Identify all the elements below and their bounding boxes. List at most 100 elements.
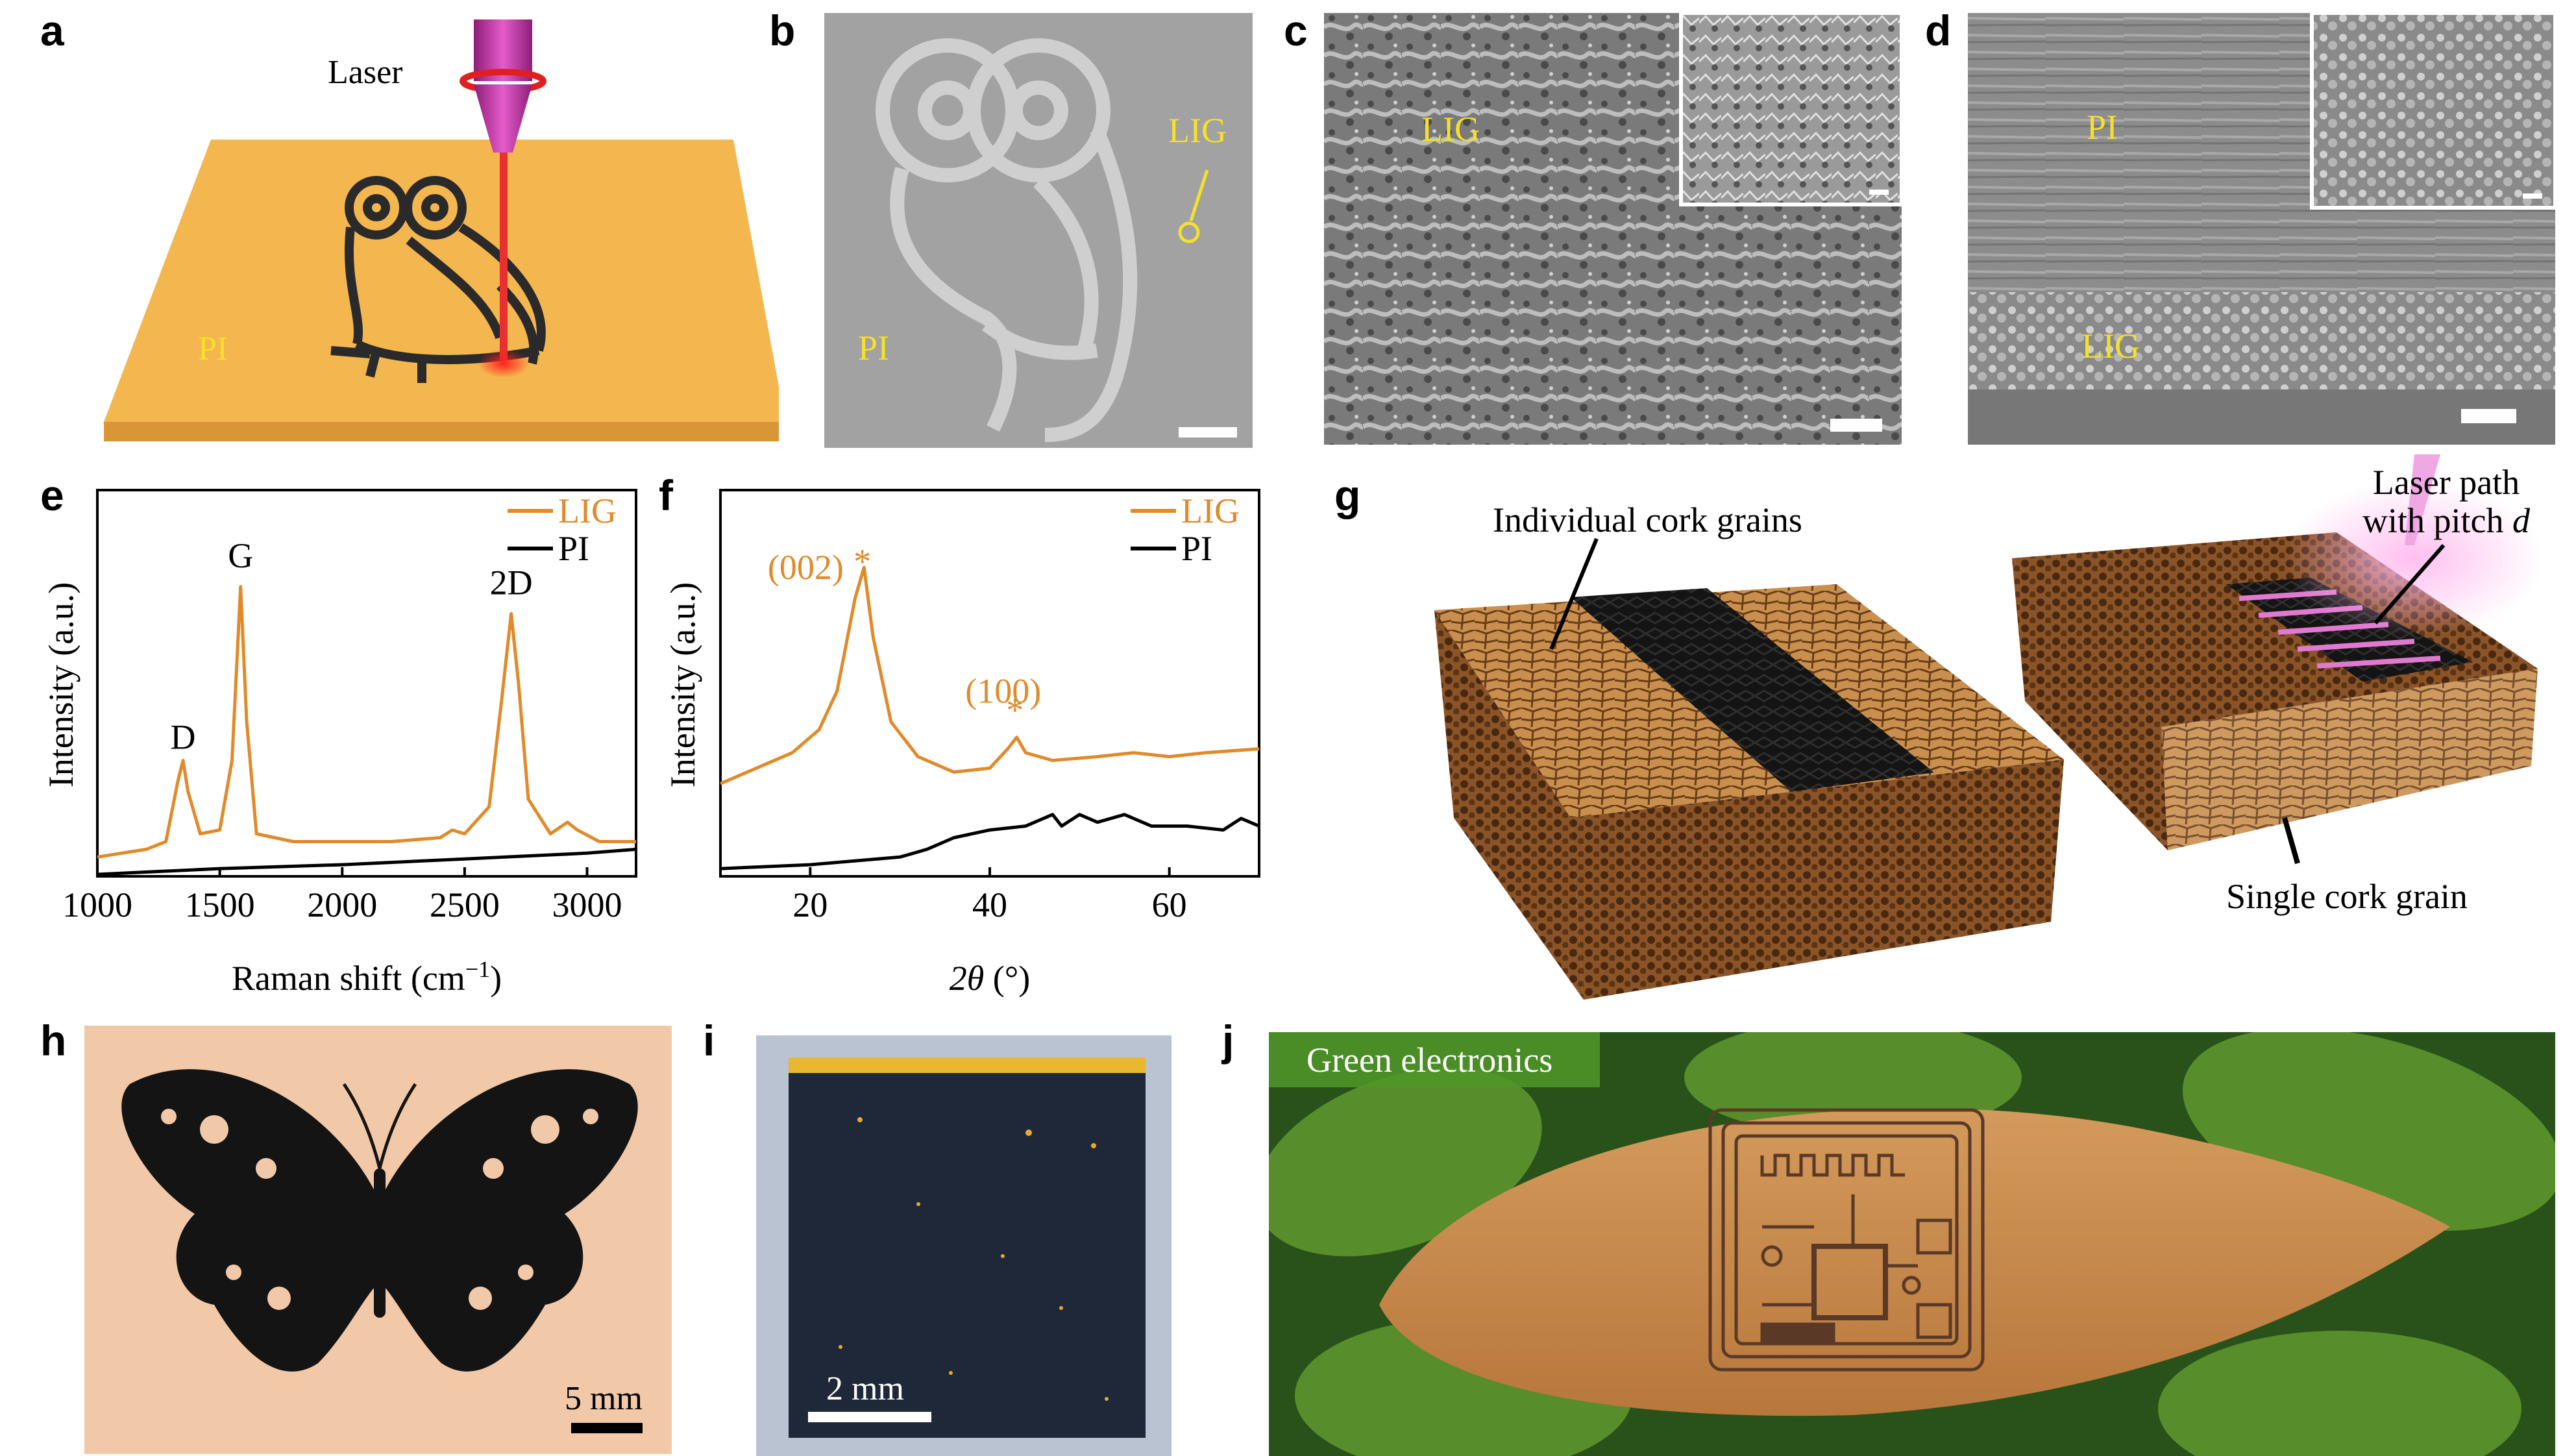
f-series-line-lig xyxy=(720,565,1260,785)
cork-block-left-front xyxy=(1571,759,2064,1000)
f-x-tick-label-1: 40 xyxy=(972,885,1007,924)
e-peak-label-1: G xyxy=(228,536,253,575)
sem-interface-image xyxy=(1968,13,2555,445)
lig-square xyxy=(789,1061,1146,1438)
scale-bar-c xyxy=(1830,419,1882,432)
cork-block-right-front xyxy=(2161,669,2538,850)
panel-j-leaf-photo: Green electronics xyxy=(1269,1032,2555,1456)
scale-bar-h xyxy=(571,1423,643,1433)
laser-beam-g xyxy=(2405,454,2440,545)
f-x-tick-label-0: 20 xyxy=(792,885,828,924)
scale-bar-d xyxy=(2461,409,2516,423)
panel-label-h: h xyxy=(40,1017,67,1065)
panel-c-sem-lig: LIG xyxy=(1324,13,1902,445)
panel-h-butterfly-photo: 5 mm xyxy=(84,1026,672,1454)
panel-label-g: g xyxy=(1334,471,1361,519)
pi-substrate-side xyxy=(104,422,779,441)
panel-e-raman-chart: 1000 1500 2000 2500 3000 D G 2D LIG PI Raman s… xyxy=(0,471,649,1016)
raman-legend: LIG PI xyxy=(508,491,617,568)
green-electronics-title: Green electronics xyxy=(1306,1041,1553,1080)
cork-laser-schematic xyxy=(1434,454,2544,1000)
legend-label-lig-f: LIG xyxy=(1181,491,1240,530)
f-peak-label-0: (002) xyxy=(768,548,844,587)
legend-label-lig: LIG xyxy=(558,491,617,530)
f-peak-label-3: * xyxy=(1006,691,1024,730)
f-x-tick-label-2: 60 xyxy=(1152,885,1187,924)
e-x-tick-label-3: 2500 xyxy=(430,885,500,924)
pi-substrate-label: PI xyxy=(198,330,228,367)
laser-nozzle xyxy=(474,84,532,153)
green-electronics-banner xyxy=(1269,1032,1600,1087)
e-peak-label-2: 2D xyxy=(490,563,533,602)
panel-label-e: e xyxy=(40,471,64,519)
leaf-circuit-image xyxy=(1269,1032,2555,1456)
scale-bar-d-inset xyxy=(2523,193,2542,199)
panel-f-xrd-chart: 20 40 60 (002) * (100) * LIG PI 2θ (°) Intens… xyxy=(649,471,1298,1016)
pi-substrate-top xyxy=(104,140,779,422)
e-peak-label-0: D xyxy=(171,718,196,757)
lig-stripe-left xyxy=(1571,588,1934,792)
label-laser-path-line1: Laser path xyxy=(2372,463,2520,502)
legend-label-pi: PI xyxy=(558,529,589,568)
lig-label-d: LIG xyxy=(2081,327,2140,365)
panel-label-b: b xyxy=(769,6,796,55)
e-x-tick-label-4: 3000 xyxy=(552,885,622,924)
xrd-pattern-chart: 20 40 60 (002) *(100)* LIG PI 2θ (°) Intens… xyxy=(663,489,1260,998)
raman-x-axis-label: Raman shift (cm−1) xyxy=(232,956,502,998)
scale-bar-c-inset xyxy=(1869,190,1889,195)
panel-label-d: d xyxy=(1925,6,1952,55)
leader-single xyxy=(2282,817,2300,865)
e-x-tick-label-2: 2000 xyxy=(307,885,377,924)
lig-label-b: LIG xyxy=(1168,111,1227,150)
printed-circuit xyxy=(1708,1108,1985,1372)
f-peak-label-2: (100) xyxy=(965,671,1041,710)
scale-bar-i xyxy=(808,1412,931,1422)
label-individual-cork-grains: Individual cork grains xyxy=(1493,500,1802,539)
panel-label-i: i xyxy=(703,1017,715,1065)
pi-label-b: PI xyxy=(858,328,890,367)
scale-label-i: 2 mm xyxy=(826,1370,904,1407)
laser-beam xyxy=(500,153,508,360)
panel-b-sem-owl: LIG PI xyxy=(824,13,1253,448)
scale-bar-b xyxy=(1179,427,1237,438)
e-x-tick-label-0: 1000 xyxy=(62,885,132,924)
panel-i-square-photo: 2 mm xyxy=(756,1035,1171,1456)
leader-laser-path xyxy=(2374,544,2446,624)
raman-plot-frame xyxy=(96,489,637,878)
e-series-line-lig xyxy=(97,585,636,859)
lig-label-c: LIG xyxy=(1421,110,1480,149)
legend-label-pi-f: PI xyxy=(1181,529,1212,568)
label-laser-path: Laser path with pitch d xyxy=(2362,463,2530,541)
panel-a-schematic: Laser PI xyxy=(84,13,779,448)
owl-pattern xyxy=(330,176,546,383)
laser-spot xyxy=(478,349,530,378)
xrd-y-axis-label: Intensity (a.u.) xyxy=(663,582,702,787)
e-x-tick-label-1: 1500 xyxy=(185,885,255,924)
sem-owl-image xyxy=(824,13,1253,448)
xrd-x-axis-label: 2θ (°) xyxy=(950,959,1031,998)
sem-lig-image xyxy=(1324,13,1902,445)
panel-d-sem-interface: PI LIG xyxy=(1968,13,2555,445)
f-peak-label-1: * xyxy=(853,542,871,581)
cork-block-left-side xyxy=(1434,610,1584,1000)
pi-label-d: PI xyxy=(2087,108,2118,147)
cork-block-right-side xyxy=(2012,558,2168,850)
e-series-line-pi xyxy=(97,847,637,876)
leader-individual xyxy=(1549,537,1599,650)
scale-label-h: 5 mm xyxy=(565,1380,643,1417)
panel-label-c: c xyxy=(1284,6,1308,55)
f-series-line-pi xyxy=(720,813,1260,870)
label-laser-path-line2: with pitch d xyxy=(2362,501,2530,541)
laser-writing-schematic xyxy=(104,19,779,441)
laser-label: Laser xyxy=(328,54,403,91)
xrd-legend: LIG PI xyxy=(1131,491,1240,568)
label-single-cork-grain: Single cork grain xyxy=(2226,877,2468,916)
lig-square-image xyxy=(756,1035,1171,1456)
panel-label-f: f xyxy=(659,471,673,519)
butterfly-pattern xyxy=(121,1069,643,1433)
panel-label-a: a xyxy=(40,6,64,55)
raman-spectrum-chart: 1000 1500 2000 2500 3000 D G 2D LIG PI Raman s… xyxy=(42,489,637,998)
dried-leaf xyxy=(1379,1108,2450,1416)
raman-y-axis-label: Intensity (a.u.) xyxy=(42,582,80,787)
panel-label-j: j xyxy=(1222,1017,1234,1065)
